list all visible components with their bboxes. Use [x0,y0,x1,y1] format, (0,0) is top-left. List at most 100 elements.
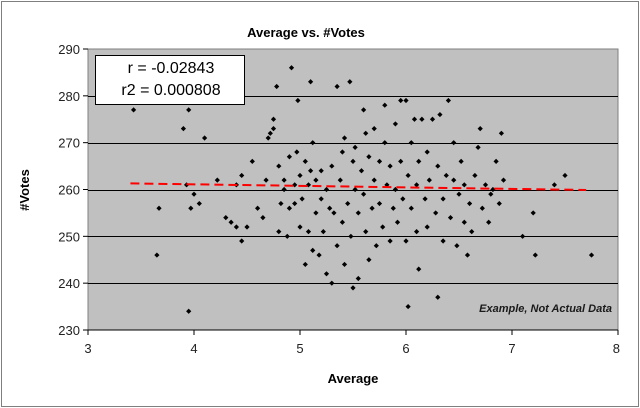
data-point-120 [424,149,430,155]
data-point-153 [498,130,504,136]
data-point-6 [186,107,192,113]
data-point-53 [313,210,319,216]
x-axis-ticks: 3 4 5 6 7 8 [84,329,620,356]
x-tick-label-3: 3 [84,341,91,356]
data-point-107 [403,97,409,104]
data-point-138 [461,219,467,225]
data-point-79 [355,275,361,282]
data-point-86 [366,257,372,263]
data-point-69 [339,149,345,155]
data-point-134 [451,140,457,146]
data-point-93 [376,200,383,207]
data-point-66 [334,243,340,249]
data-point-64 [331,210,337,216]
data-point-139 [461,182,467,188]
data-point-39 [292,182,298,188]
data-point-42 [297,224,303,230]
data-point-51 [310,247,316,253]
y-tick-label-280: 280 [58,89,80,104]
data-point-37 [288,65,295,71]
data-point-141 [467,200,473,207]
data-point-34 [284,233,290,239]
data-point-76 [350,285,356,291]
data-point-74 [348,233,354,239]
data-point-125 [435,294,441,300]
data-point-147 [482,182,489,188]
data-point-149 [488,191,494,197]
data-point-148 [486,219,492,225]
data-point-123 [429,116,436,122]
data-point-126 [435,163,441,169]
data-point-3 [156,205,162,211]
data-point-17 [239,238,245,244]
data-point-31 [278,200,284,207]
data-point-32 [281,186,287,193]
data-point-78 [352,144,358,150]
data-point-65 [334,83,340,90]
data-point-45 [302,261,308,268]
data-point-20 [249,158,255,164]
data-point-101 [392,121,398,127]
data-point-82 [361,107,367,113]
data-point-108 [403,238,409,244]
data-point-124 [433,210,439,216]
data-point-133 [451,177,457,183]
data-point-89 [371,177,377,183]
data-point-130 [443,172,449,179]
data-point-26 [270,116,277,122]
data-point-110 [405,303,411,310]
y-tick-label-240: 240 [58,276,80,291]
data-point-67 [337,177,343,183]
trendline-layer [130,182,587,191]
data-point-135 [454,243,460,249]
data-point-122 [426,177,432,183]
data-point-25 [267,130,273,136]
y-tick-label-290: 290 [58,42,80,57]
data-point-102 [392,186,398,193]
example-data-note: Example, Not Actual Data [479,303,612,315]
data-point-33 [281,177,287,183]
data-point-56 [318,168,324,174]
data-point-132 [447,215,454,221]
data-point-35 [286,154,292,160]
x-tick-label-7: 7 [508,341,515,356]
data-point-16 [233,224,239,230]
data-point-1 [130,107,137,113]
data-point-48 [305,182,312,188]
data-point-94 [380,224,386,230]
correlation-stats-box: r = -0.02843 r2 = 0.000808 [95,55,245,105]
data-point-99 [387,163,393,169]
data-point-10 [196,200,202,207]
data-point-50 [308,168,314,174]
data-point-29 [276,163,282,169]
y-tick-label-270: 270 [58,136,80,151]
data-point-57 [318,196,324,202]
data-point-131 [445,97,451,104]
data-point-115 [414,229,420,235]
data-point-98 [387,238,393,244]
data-point-61 [327,205,333,211]
data-point-137 [458,158,464,164]
data-point-54 [313,177,319,183]
data-point-83 [361,191,367,197]
data-point-12 [214,177,220,183]
data-point-91 [373,243,379,249]
data-point-47 [305,229,312,235]
data-point-59 [323,271,330,277]
data-point-84 [363,229,369,235]
data-point-46 [302,158,308,164]
correlation-r-value: r = -0.02843 [127,60,215,77]
data-point-81 [358,168,365,174]
data-point-27 [270,126,277,132]
data-point-146 [479,205,485,211]
data-point-143 [472,172,478,179]
data-point-88 [369,205,375,211]
y-tick-label-230: 230 [58,323,80,338]
data-point-121 [424,224,430,230]
y-axis-label: #Votes [17,169,32,211]
data-point-117 [416,266,422,272]
data-point-103 [394,219,401,225]
data-point-109 [405,172,411,179]
data-point-49 [308,79,314,85]
